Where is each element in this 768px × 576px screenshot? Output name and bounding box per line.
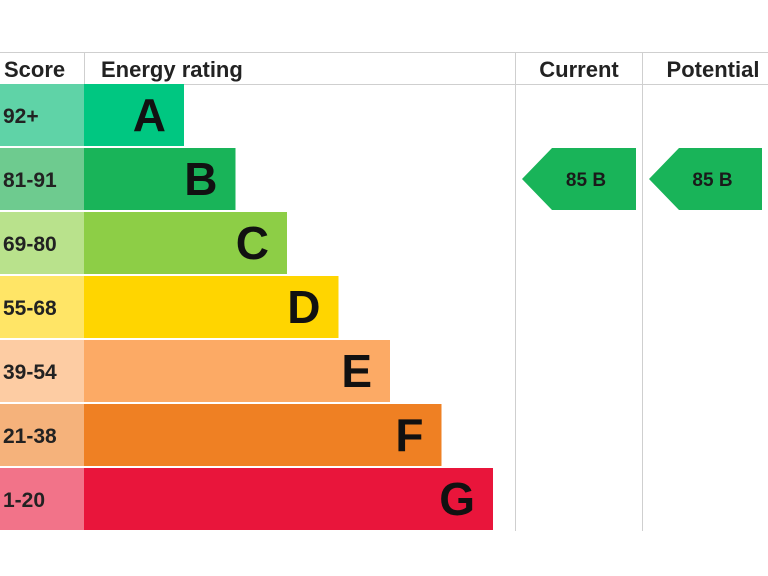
band-letter-c: C (236, 217, 269, 269)
score-label-g: 1-20 (3, 489, 45, 512)
header-score: Score (4, 57, 65, 82)
band-bar-g (84, 468, 493, 530)
score-cell-g (0, 468, 84, 530)
score-cell-e (0, 340, 84, 402)
rating-indicators: 85 B 85 B (522, 148, 762, 210)
score-cell-d (0, 276, 84, 338)
potential-rating-label: 85 B (692, 170, 732, 191)
score-cell-a (0, 84, 84, 146)
band-letter-d: D (287, 281, 320, 333)
band-bar-c (84, 212, 287, 274)
rating-bands: 92+ A 81-91 B 69-80 C 55-68 D 39-54 E 21-38 F 1-20 G (0, 84, 493, 530)
header-potential: Potential (667, 57, 760, 82)
score-label-b: 81-91 (3, 169, 57, 192)
score-label-c: 69-80 (3, 233, 57, 256)
band-bar-e (84, 340, 390, 402)
band-letter-b: B (184, 153, 217, 205)
header-current: Current (539, 57, 619, 82)
potential-arrow (649, 148, 762, 210)
score-label-e: 39-54 (3, 361, 57, 384)
current-arrow (522, 148, 636, 210)
band-bar-b (84, 148, 236, 210)
score-cell-b (0, 148, 84, 210)
score-cell-c (0, 212, 84, 274)
band-letter-g: G (439, 473, 475, 525)
band-bar-a (84, 84, 184, 146)
score-label-a: 92+ (3, 105, 39, 128)
score-cell-f (0, 404, 84, 466)
band-letter-a: A (133, 89, 166, 141)
header-energy-rating: Energy rating (101, 57, 243, 82)
current-rating-label: 85 B (566, 170, 606, 191)
band-bar-d (84, 276, 339, 338)
band-letter-f: F (395, 409, 423, 461)
band-letter-e: E (341, 345, 372, 397)
score-label-f: 21-38 (3, 425, 57, 448)
band-bar-f (84, 404, 442, 466)
score-label-d: 55-68 (3, 297, 57, 320)
